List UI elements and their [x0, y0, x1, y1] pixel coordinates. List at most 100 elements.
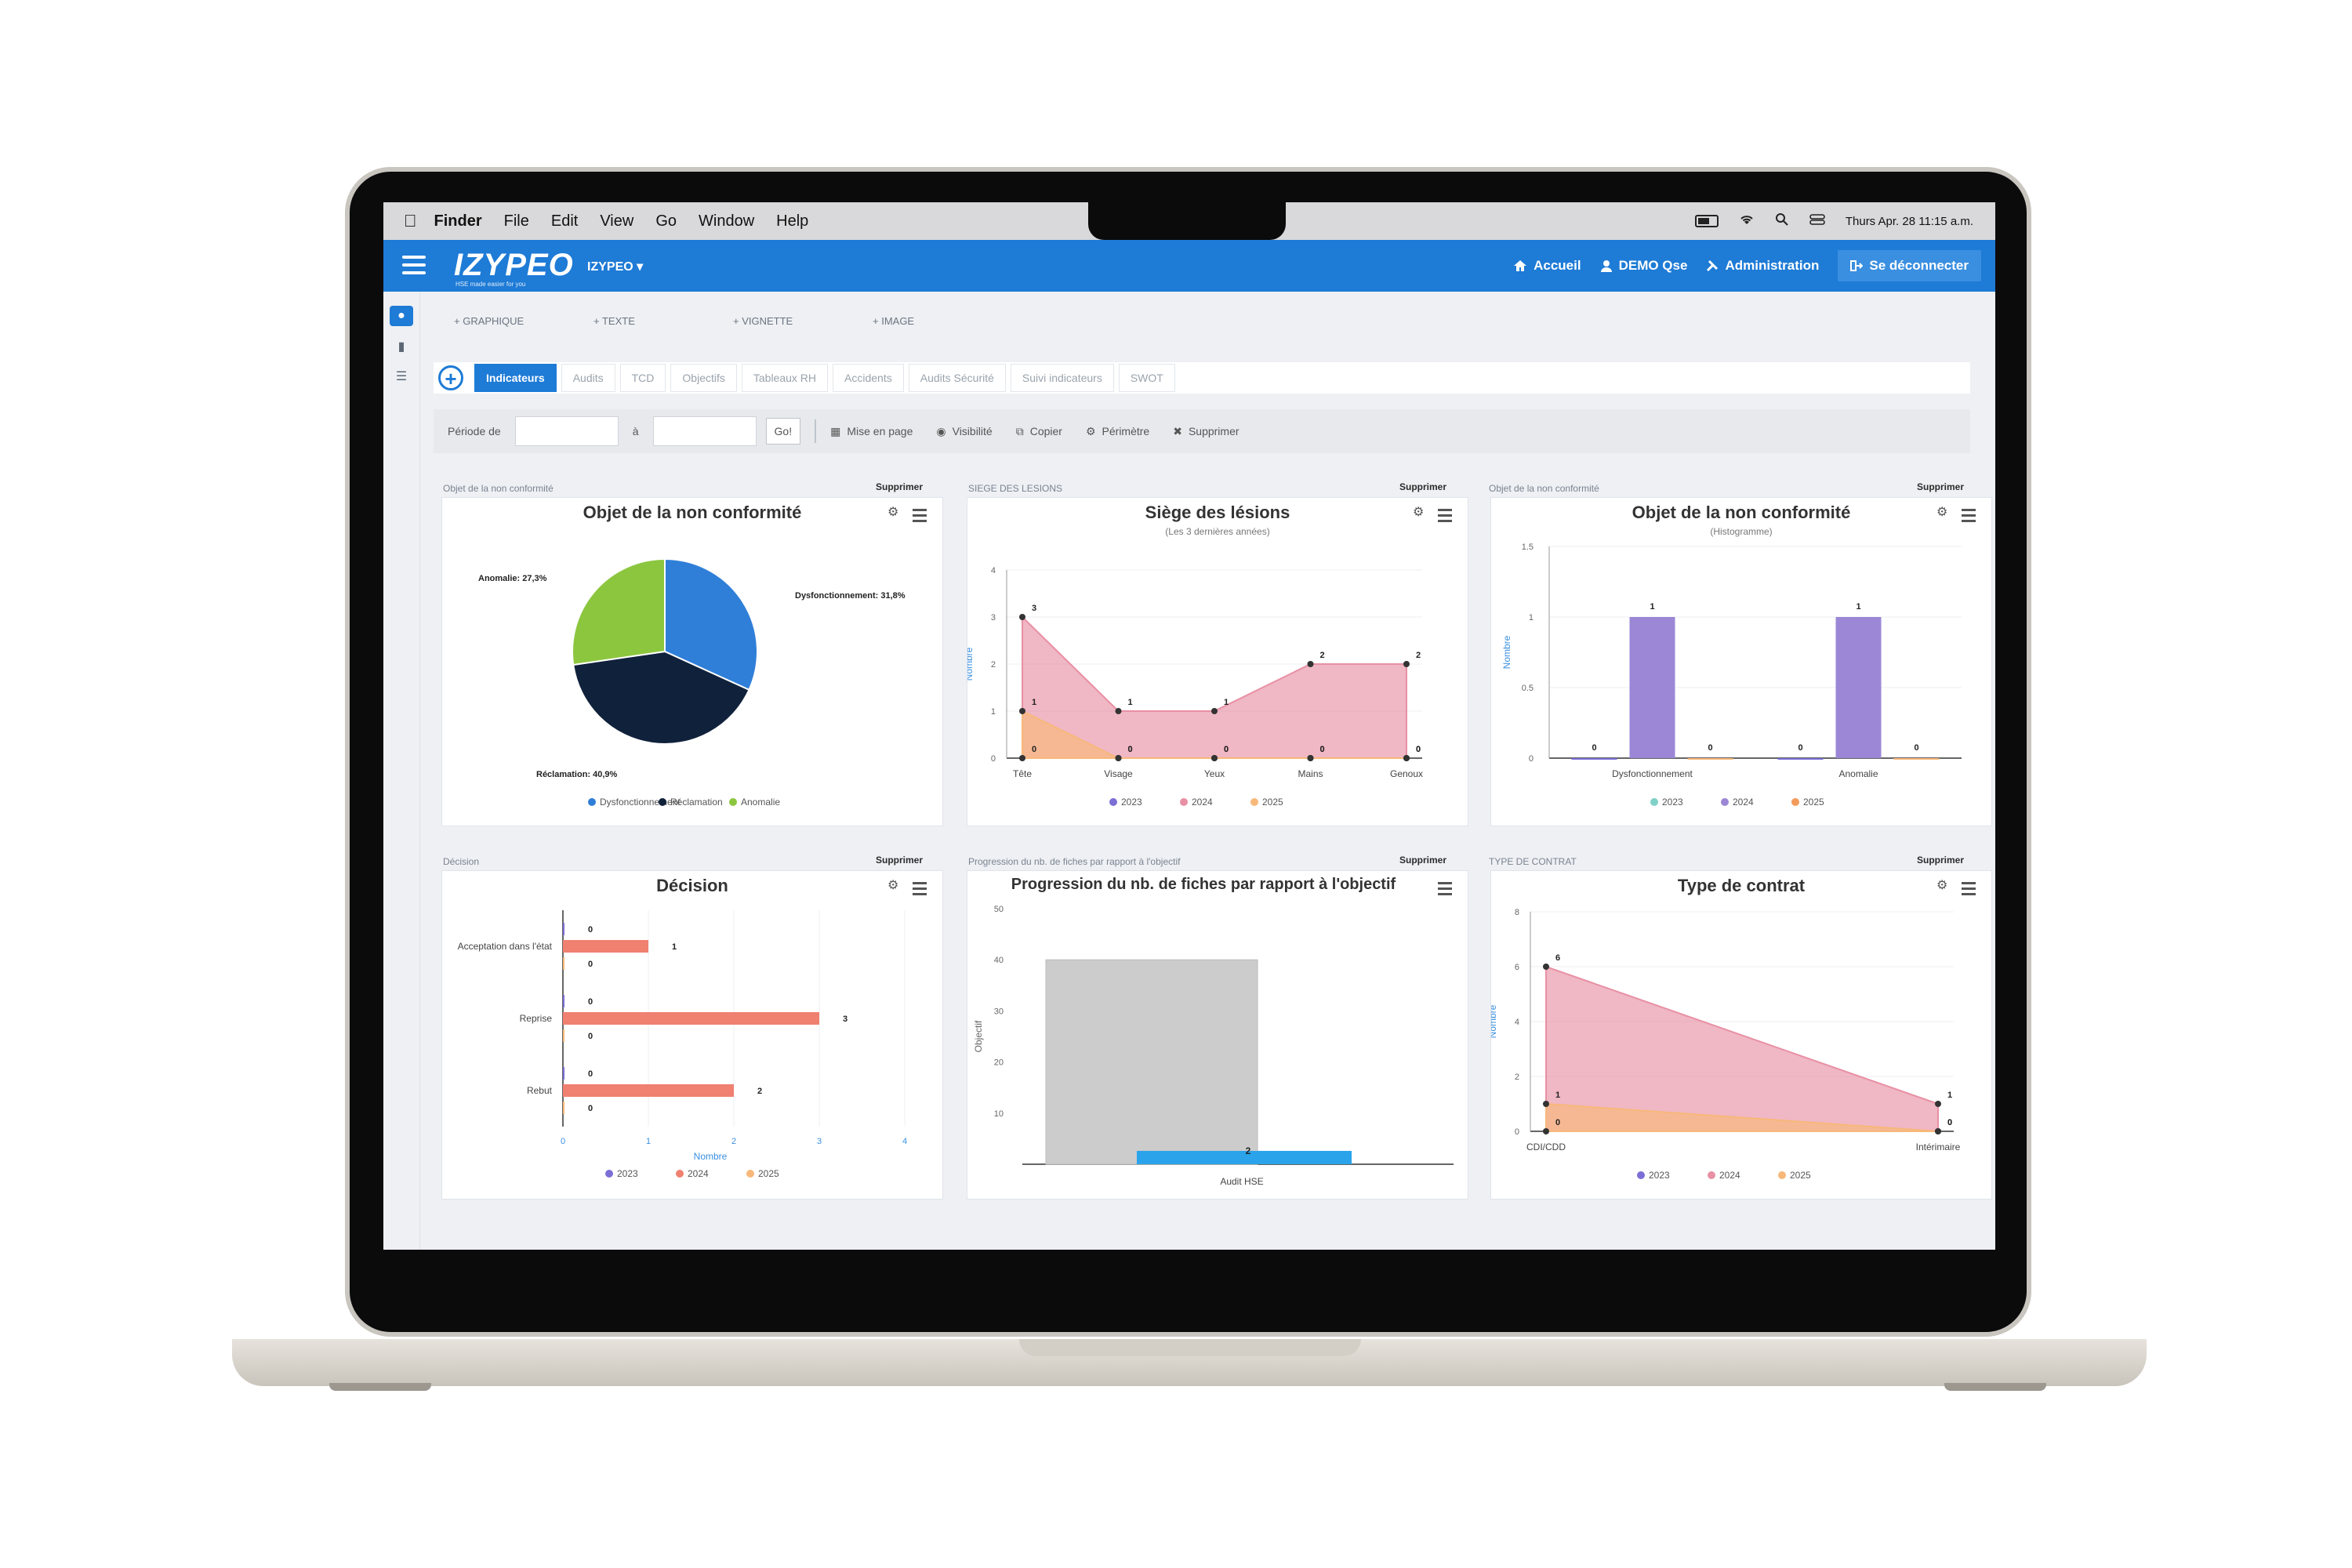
- nav-administration[interactable]: Administration: [1706, 258, 1819, 274]
- y-axis-label: Nombre: [1501, 635, 1512, 669]
- data-label: 0: [1592, 743, 1596, 753]
- widget-label-2: SIEGE DES LESIONS: [968, 483, 1063, 494]
- chart-menu-icon[interactable]: [1962, 509, 1976, 525]
- data-point: [1115, 708, 1122, 714]
- period-from-input[interactable]: [514, 416, 619, 446]
- legend-label: Réclamation: [670, 797, 723, 808]
- widget-delete-3[interactable]: Supprimer: [1917, 481, 1965, 492]
- gear-icon[interactable]: ⚙: [1413, 506, 1425, 519]
- gear-icon[interactable]: ⚙: [1936, 879, 1948, 892]
- bar-chart-histogram: 0 0.5 1 1.5 Nombre 0 1 0 Dysfonctionnement 0 1 0 Ano…: [1501, 543, 1962, 808]
- menu-go[interactable]: Go: [642, 212, 677, 230]
- menu-finder[interactable]: Finder: [421, 212, 482, 230]
- chart-menu-icon[interactable]: [913, 509, 927, 525]
- tab-suivi-indicateurs[interactable]: Suivi indicateurs: [1010, 364, 1114, 392]
- data-label: 0: [1947, 1118, 1952, 1127]
- legend-label: 2023: [1649, 1170, 1670, 1181]
- chart-title: Type de contrat: [1677, 876, 1806, 895]
- data-label: 1: [1856, 602, 1860, 612]
- menu-view[interactable]: View: [586, 212, 633, 230]
- y-tick-label: 30: [994, 1007, 1004, 1016]
- hamburger-menu-icon[interactable]: [402, 256, 426, 279]
- layout-action[interactable]: ▦ Mise en page: [830, 425, 913, 438]
- data-label: 0: [588, 1032, 593, 1041]
- menu-edit[interactable]: Edit: [538, 212, 578, 230]
- legend-marker: [1708, 1171, 1715, 1179]
- legend-label: 2024: [688, 1168, 709, 1179]
- apple-icon[interactable]: : [404, 211, 417, 231]
- menu-help[interactable]: Help: [763, 212, 808, 230]
- widget-delete-6[interactable]: Supprimer: [1917, 855, 1965, 866]
- data-label: 0: [1416, 745, 1421, 754]
- logout-button[interactable]: Se déconnecter: [1838, 250, 1981, 281]
- app-selector[interactable]: IZYPEO ▾: [587, 260, 644, 274]
- data-point: [1307, 661, 1314, 667]
- copy-action[interactable]: ⧉ Copier: [1016, 425, 1062, 438]
- battery-icon[interactable]: [1694, 215, 1719, 227]
- x-tick-label: Genoux: [1390, 768, 1423, 779]
- y-tick-label: 0: [1515, 1127, 1519, 1137]
- legend-marker: [659, 798, 666, 806]
- menu-file[interactable]: File: [491, 212, 529, 230]
- widget-delete-5[interactable]: Supprimer: [1399, 855, 1447, 866]
- gear-icon[interactable]: ⚙: [887, 879, 899, 892]
- copy-label: Copier: [1029, 425, 1062, 437]
- tab-swot[interactable]: SWOT: [1118, 364, 1175, 392]
- tab-tcd[interactable]: TCD: [619, 364, 666, 392]
- tab-accidents[interactable]: Accidents: [833, 364, 904, 392]
- widget-label-1: Objet de la non conformité: [443, 483, 554, 494]
- widget-delete-1[interactable]: Supprimer: [876, 481, 924, 492]
- period-to-input[interactable]: [652, 416, 757, 446]
- widget-delete-2[interactable]: Supprimer: [1399, 481, 1447, 492]
- list-icon[interactable]: ☰: [395, 370, 408, 383]
- legend-marker: [605, 1170, 613, 1178]
- tab-tableaux-rh[interactable]: Tableaux RH: [741, 364, 829, 392]
- home-icon: [1514, 260, 1527, 271]
- scope-action[interactable]: ⚙ Périmètre: [1086, 425, 1149, 438]
- add-chart-link[interactable]: + GRAPHIQUE: [454, 315, 524, 327]
- database-icon[interactable]: ▮: [397, 340, 405, 354]
- data-label: 0: [588, 1104, 593, 1113]
- add-tab-button[interactable]: +: [438, 365, 463, 390]
- data-point: [1019, 614, 1025, 620]
- tab-objectifs[interactable]: Objectifs: [670, 364, 737, 392]
- chart-card-histogram: Objet de la non conformité (Histogramme)…: [1490, 497, 1992, 826]
- gear-icon[interactable]: ⚙: [887, 506, 899, 519]
- delete-action[interactable]: ✖ Supprimer: [1173, 425, 1239, 438]
- logout-label: Se déconnecter: [1869, 258, 1969, 273]
- menu-window[interactable]: Window: [685, 212, 754, 230]
- chart-subtitle: (Les 3 dernières années): [1165, 526, 1270, 537]
- add-image-link[interactable]: + IMAGE: [873, 315, 915, 327]
- gear-icon[interactable]: ⚙: [1936, 506, 1948, 519]
- data-point: [1543, 1128, 1549, 1134]
- logo[interactable]: IZYPEO: [454, 248, 574, 282]
- chart-menu-icon[interactable]: [1438, 509, 1452, 525]
- bar: [1835, 617, 1882, 758]
- add-vignette-link[interactable]: + VIGNETTE: [733, 315, 793, 327]
- chart-menu-icon[interactable]: [913, 882, 927, 898]
- x-tick-label: Tête: [1013, 768, 1032, 779]
- x-tick-label: Dysfonctionnement: [1612, 768, 1693, 779]
- nav-home[interactable]: Accueil: [1513, 258, 1581, 274]
- widget-delete-4[interactable]: Supprimer: [876, 855, 924, 866]
- dashboard-icon[interactable]: ●: [390, 306, 413, 326]
- laptop-chin: [383, 1250, 1995, 1297]
- chart-menu-icon[interactable]: [1438, 882, 1452, 898]
- legend-marker: [746, 1170, 754, 1178]
- nav-user[interactable]: DEMO Qse: [1600, 258, 1687, 274]
- data-label: 1: [1650, 602, 1654, 612]
- tab-audits-securite[interactable]: Audits Sécurité: [908, 364, 1006, 392]
- visibility-action[interactable]: ◉ Visibilité: [936, 425, 992, 438]
- control-center-icon[interactable]: [1809, 213, 1825, 229]
- bar: [563, 923, 564, 935]
- y-tick-label: Rebut: [527, 1085, 553, 1096]
- search-icon[interactable]: [1775, 212, 1789, 230]
- legend-marker: [1778, 1171, 1786, 1179]
- tab-indicateurs[interactable]: Indicateurs: [474, 364, 557, 392]
- go-button[interactable]: Go!: [765, 418, 801, 445]
- add-text-link[interactable]: + TEXTE: [593, 315, 635, 327]
- tab-audits[interactable]: Audits: [561, 364, 615, 392]
- wifi-icon[interactable]: [1739, 213, 1755, 229]
- bar: [1893, 758, 1940, 760]
- chart-menu-icon[interactable]: [1962, 882, 1976, 898]
